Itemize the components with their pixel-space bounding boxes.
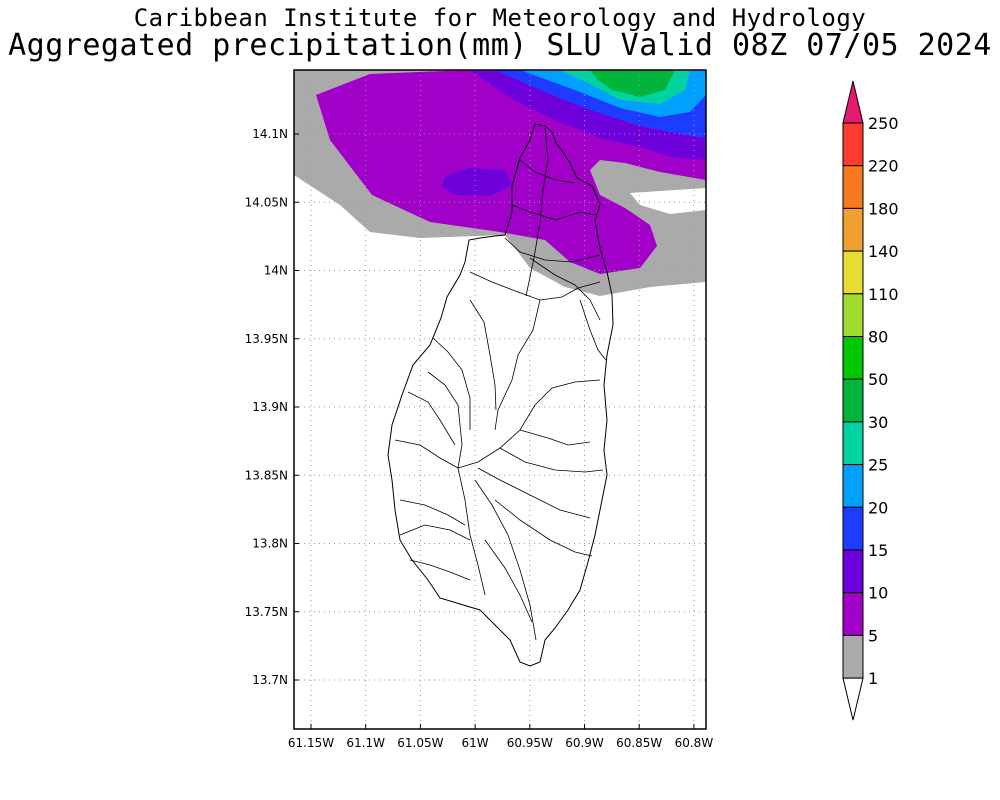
- colorbar-label: 30: [868, 413, 888, 432]
- colorbar-label: 110: [868, 285, 899, 304]
- colorbar-label: 15: [868, 541, 888, 560]
- colorbar-label: 220: [868, 157, 899, 176]
- title-product: Aggregated precipitation(mm) SLU Valid 0…: [8, 28, 992, 63]
- lat-tick-label: 14.05N: [245, 195, 288, 209]
- colorbar-label: 180: [868, 199, 899, 218]
- colorbar-segment: [842, 592, 864, 636]
- precip-band-30-50mm: [590, 70, 675, 97]
- colorbar-segment: [842, 549, 864, 594]
- colorbar-segment: [842, 336, 864, 380]
- colorbar-label: 25: [868, 456, 888, 475]
- lat-tick-label: 13.85N: [245, 468, 288, 482]
- lat-tick-label: 14N: [264, 264, 288, 278]
- colorbar-segment: [842, 122, 864, 167]
- title-institute: Caribbean Institute for Meteorology and …: [133, 4, 867, 32]
- colorbar-label: 10: [868, 584, 888, 603]
- lon-tick-label: 61.15W: [288, 736, 334, 750]
- lat-tick-label: 13.95N: [245, 332, 288, 346]
- colorbar-label: 250: [868, 114, 899, 133]
- lat-tick-label: 14.1N: [252, 127, 288, 141]
- colorbar-segment: [842, 421, 864, 466]
- saint-lucia-island: [387, 123, 614, 667]
- latitude-axis: 14.1N 14.05N 14N 13.95N 13.9N 13.85N 13.8N 13.7…: [245, 127, 299, 687]
- watershed-boundaries: [394, 127, 607, 641]
- colorbar-segment: [842, 293, 864, 337]
- colorbar-segment: [842, 165, 864, 209]
- colorbar-bottom-arrow: [842, 677, 864, 721]
- colorbar-top-arrow: [842, 80, 864, 124]
- colorbar-label: 80: [868, 328, 888, 347]
- lat-tick-label: 13.8N: [252, 537, 288, 551]
- graticule: [294, 70, 706, 729]
- lat-tick-label: 13.7N: [252, 673, 288, 687]
- colorbar-label: 5: [868, 626, 878, 645]
- colorbar: 250 220 180 140 110 80 50 30 25 20 15 10 5 1: [842, 80, 899, 721]
- lon-tick-label: 60.85W: [616, 736, 662, 750]
- lon-tick-label: 60.8W: [675, 736, 714, 750]
- lon-tick-label: 61.1W: [346, 736, 385, 750]
- longitude-axis: 61.15W 61.1W 61.05W 61W 60.95W 60.9W 60.85W 60.…: [288, 724, 713, 750]
- lon-tick-label: 61W: [462, 736, 489, 750]
- colorbar-label: 50: [868, 370, 888, 389]
- colorbar-segment: [842, 250, 864, 295]
- lon-tick-label: 60.9W: [565, 736, 604, 750]
- lon-tick-label: 60.95W: [507, 736, 553, 750]
- precip-gap: [630, 188, 706, 214]
- colorbar-segment: [842, 506, 864, 551]
- colorbar-segment: [842, 634, 864, 679]
- precip-patch-10-15mm: [442, 168, 512, 196]
- map-frame: [293, 69, 707, 730]
- lat-tick-label: 13.9N: [252, 400, 288, 414]
- colorbar-label: 140: [868, 242, 899, 261]
- colorbar-label: 20: [868, 498, 888, 517]
- colorbar-segment: [842, 207, 864, 252]
- lat-tick-label: 13.75N: [245, 605, 288, 619]
- colorbar-segment: [842, 464, 864, 508]
- precipitation-field: [294, 70, 706, 296]
- colorbar-label: 1: [868, 669, 878, 688]
- colorbar-segment: [842, 378, 864, 423]
- lon-tick-label: 61.05W: [397, 736, 443, 750]
